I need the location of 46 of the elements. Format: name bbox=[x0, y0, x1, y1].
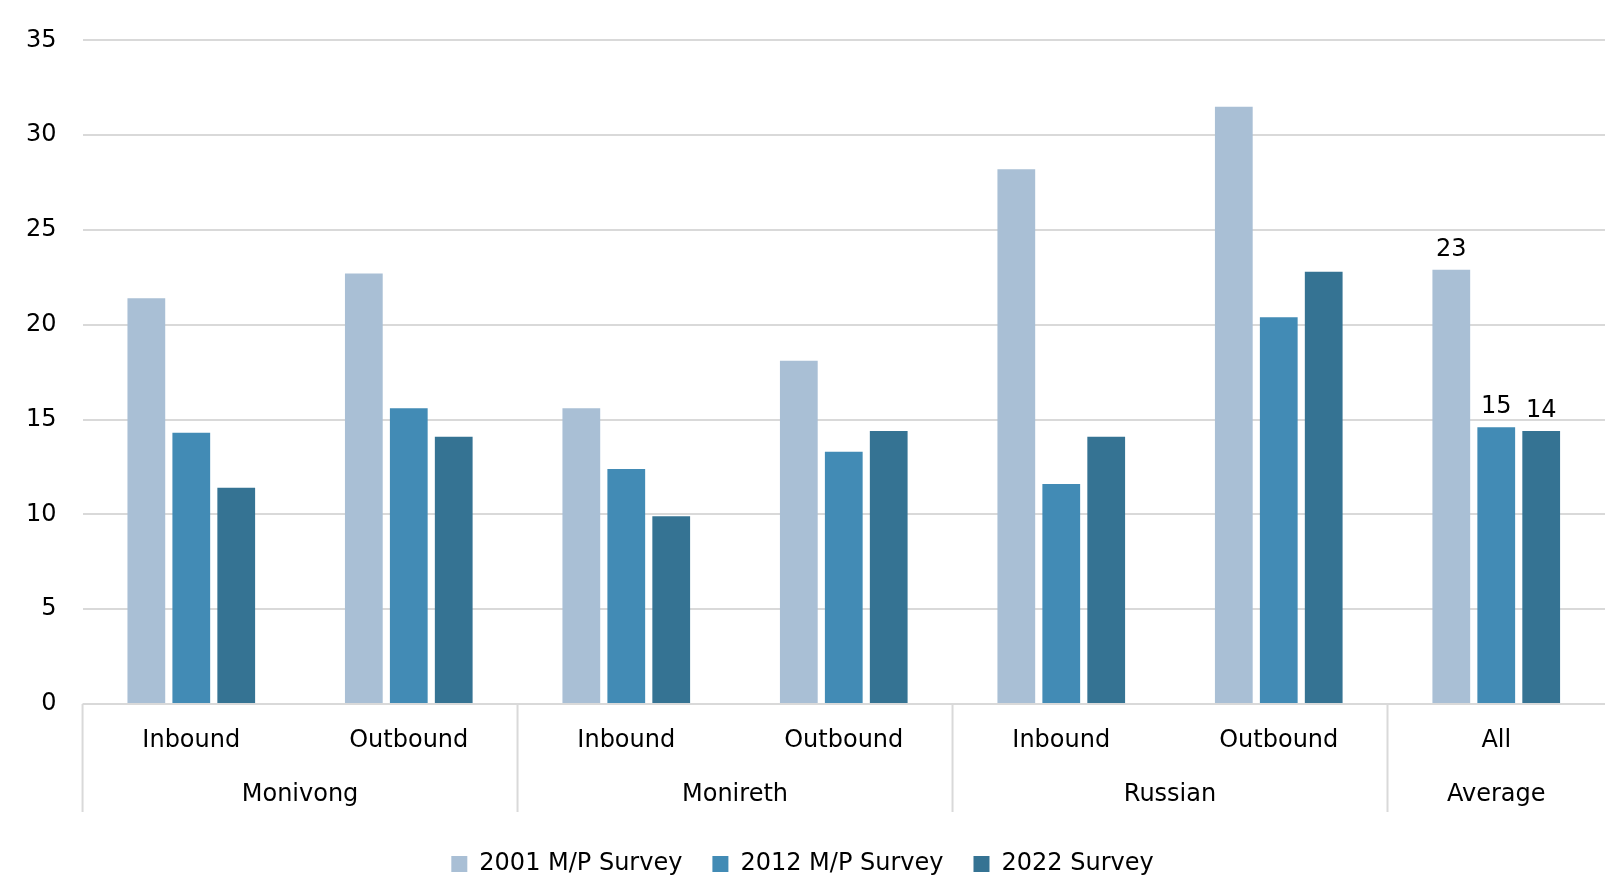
bar bbox=[1432, 269, 1471, 703]
text: Monivong bbox=[241, 779, 359, 808]
y-tick-label: 35 bbox=[25, 24, 57, 53]
text: Monireth bbox=[682, 779, 789, 808]
bar bbox=[434, 436, 473, 703]
bar bbox=[997, 169, 1036, 703]
x-tick-label: Inbound bbox=[1012, 724, 1111, 753]
bar bbox=[1214, 106, 1253, 703]
bar bbox=[869, 430, 908, 703]
bar bbox=[824, 451, 863, 703]
x-tick-label: All bbox=[1481, 724, 1512, 753]
data-label: 15 bbox=[1480, 391, 1512, 420]
bar bbox=[127, 298, 166, 703]
x-tick-label: Inbound bbox=[577, 724, 676, 753]
x-tick-label: Outbound bbox=[349, 724, 469, 753]
data-label: 23 bbox=[1436, 234, 1467, 263]
legend-label: 2001 M/P Survey bbox=[479, 848, 683, 877]
x-tick-label: Outbound bbox=[784, 724, 904, 753]
x-tick-label: Outbound bbox=[1219, 724, 1339, 753]
bar bbox=[1087, 436, 1126, 703]
bar bbox=[779, 360, 818, 703]
x-tick-label: Inbound bbox=[142, 724, 241, 753]
text: Russian bbox=[1123, 779, 1217, 808]
bar bbox=[389, 408, 428, 703]
y-tick-label: 5 bbox=[41, 593, 57, 622]
data-label: 14 bbox=[1525, 395, 1557, 424]
y-tick-label: 10 bbox=[25, 498, 57, 527]
y-tick-label: 25 bbox=[25, 214, 57, 243]
bar bbox=[1304, 271, 1343, 703]
y-tick-label: 15 bbox=[25, 403, 57, 432]
bar bbox=[344, 273, 383, 703]
bar bbox=[1042, 484, 1081, 703]
bar bbox=[1259, 317, 1298, 703]
bar bbox=[652, 516, 691, 703]
text: Average bbox=[1446, 779, 1546, 808]
bar bbox=[607, 468, 646, 703]
bar bbox=[217, 487, 256, 703]
bar bbox=[1522, 430, 1561, 703]
bar bbox=[172, 432, 211, 703]
y-tick-label: 0 bbox=[41, 688, 57, 717]
bar bbox=[562, 408, 601, 703]
legend-label: 2012 M/P Survey bbox=[740, 848, 944, 877]
y-tick-label: 30 bbox=[25, 119, 57, 148]
bar bbox=[1477, 427, 1516, 703]
legend-label: 2022 Survey bbox=[1001, 848, 1154, 877]
y-tick-label: 20 bbox=[25, 309, 57, 338]
